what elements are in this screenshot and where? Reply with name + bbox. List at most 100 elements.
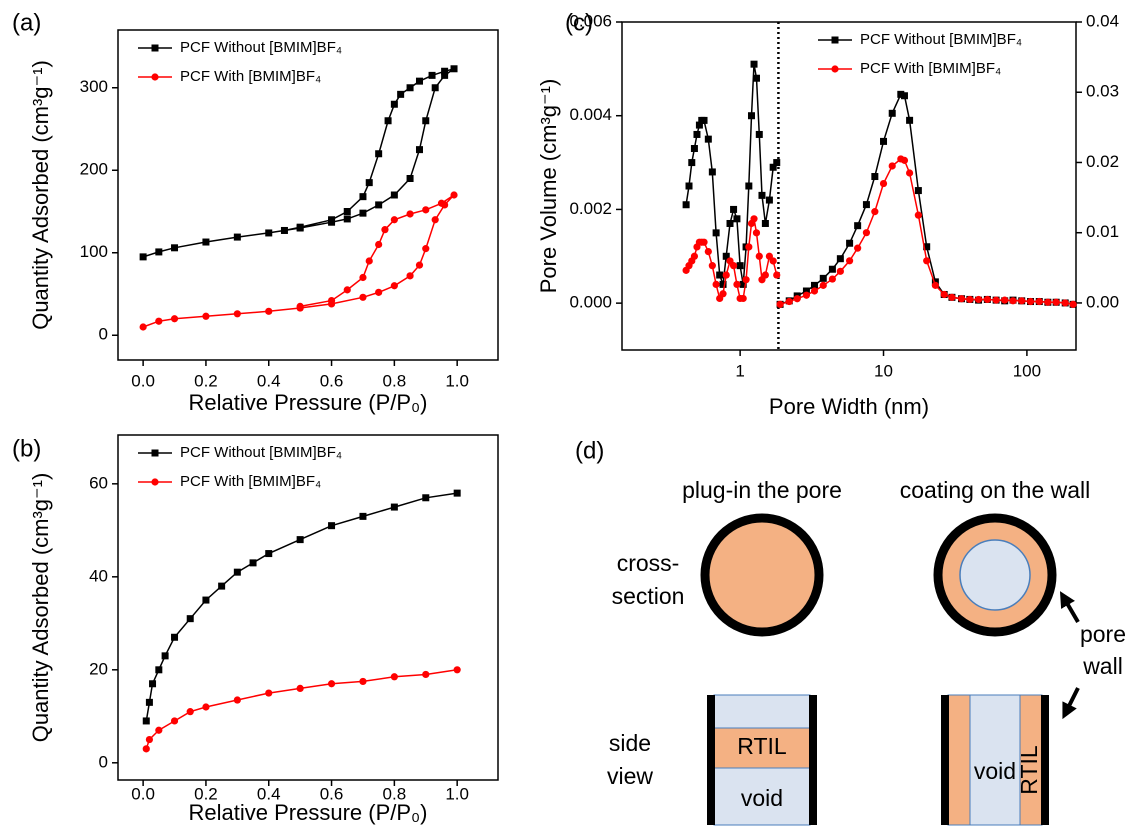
x-tick-label: 1.0 [445,784,469,803]
pore-wall [941,695,949,825]
y-tick-label: 60 [89,473,108,492]
marker [750,60,758,68]
marker [1026,297,1035,306]
marker [836,267,844,275]
marker [149,680,157,688]
marker [810,287,819,295]
marker [280,226,288,234]
marker [390,216,398,224]
marker [406,210,414,218]
marker [265,550,273,558]
marker [265,229,273,237]
marker [688,159,696,167]
marker [828,275,836,283]
region-label: RTIL [1016,745,1042,795]
series-line [779,93,1074,306]
marker [437,199,446,207]
marker [343,215,351,223]
marker [406,175,414,182]
marker [845,257,854,265]
marker [802,287,810,295]
column-title: coating on the wall [900,477,1091,503]
arrow [1062,687,1080,720]
marker [390,673,398,681]
legend-marker [151,478,159,486]
marker [359,273,367,282]
marker [719,290,727,298]
marker [836,255,844,263]
marker [1009,297,1017,305]
marker [233,310,241,318]
marker [381,226,389,234]
marker [139,253,147,261]
marker [161,652,169,660]
marker [453,489,461,497]
marker [685,182,693,190]
annotation: pore [1080,621,1126,647]
pore-wall [707,695,715,825]
diagram: (d) plug-in the pore coating on the wall… [575,437,1126,826]
marker [327,680,336,688]
marker [923,257,931,265]
marker [296,684,304,693]
charts: (a)0.0 0.2 0.4 0.6 0.8 1.00100200300Relative … [12,9,1119,824]
legend-marker [151,73,159,81]
marker [202,703,210,711]
marker [170,717,179,725]
legend-label: PCF With [BMIM]BF₄ [180,473,321,490]
y-tick-label: 20 [89,659,108,678]
plot-frame [117,434,499,781]
legend-marker [151,449,159,457]
marker [704,135,712,143]
marker [708,262,716,270]
marker [773,271,781,279]
y-tick-label: 0.002 [569,199,612,218]
marker [359,209,367,217]
marker [704,248,712,256]
void-region [713,694,811,729]
marker [695,121,703,129]
marker [171,633,179,641]
marker [880,137,888,145]
marker [726,219,734,227]
marker [716,271,724,279]
marker [422,206,430,214]
legend-marker [151,44,159,52]
marker [441,67,449,75]
marker [1018,297,1026,305]
marker [390,191,398,199]
rtil-region [947,694,971,826]
marker [422,245,430,253]
marker [415,77,423,85]
series-line [142,194,455,328]
marker [888,109,896,117]
marker [765,196,773,204]
legend-label: PCF Without [BMIM]BF₄ [860,31,1022,48]
marker [390,503,398,511]
y2-tick-label: 0.04 [1086,11,1119,30]
marker [755,130,763,138]
marker [139,323,147,331]
marker [722,252,730,260]
marker [328,522,336,530]
marker [776,300,784,308]
marker [682,201,690,209]
region-label: void [974,758,1016,784]
marker [750,215,758,223]
pore-wall [1041,695,1049,825]
marker [265,307,273,315]
y-tick-label: 0.006 [569,11,612,30]
column-title: plug-in the pore [682,477,842,503]
marker [862,229,871,237]
marker [359,193,367,201]
marker [155,726,163,734]
row-label: side [609,730,651,756]
void-region [713,767,811,826]
marker [142,745,150,753]
y-tick-label: 100 [80,242,108,261]
y-axis-title: Quantity Adsorbed (cm³g⁻¹) [28,473,53,743]
legend-label: PCF Without [BMIM]BF₄ [180,444,342,461]
marker [745,243,753,251]
series-line [685,64,778,285]
x-axis-title: Pore Width (nm) [769,394,929,419]
